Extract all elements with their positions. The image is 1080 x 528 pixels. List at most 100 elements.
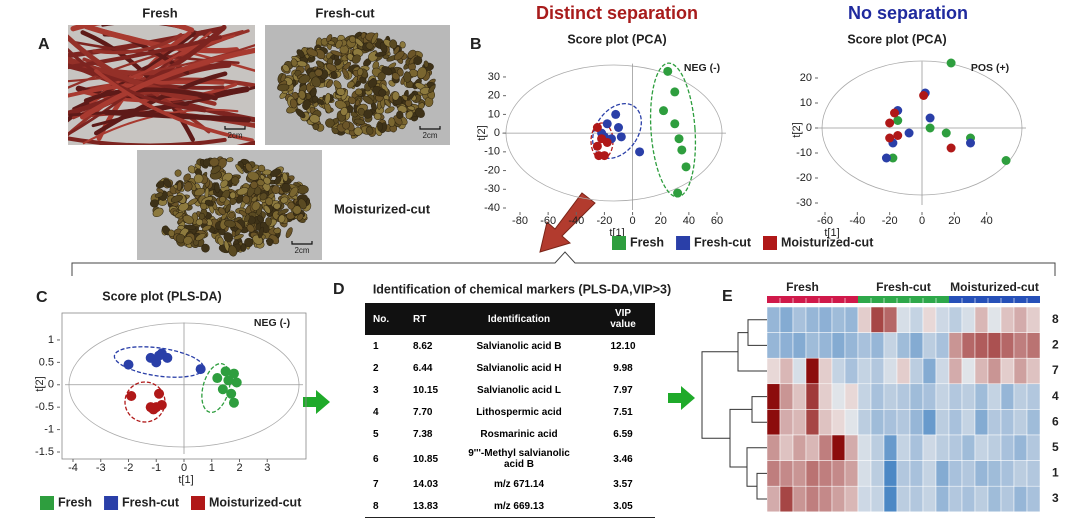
heatmap-cell	[844, 460, 859, 487]
heatmap-cell	[831, 434, 846, 461]
slice	[414, 107, 425, 118]
heatmap-cell	[909, 460, 924, 487]
x-tick-label: -20	[596, 215, 612, 227]
slice	[368, 78, 378, 88]
cell-text: 3.57	[613, 478, 633, 490]
slice	[277, 83, 290, 92]
heatmap-cell	[974, 383, 989, 410]
score-point	[946, 58, 956, 68]
slice	[296, 49, 305, 58]
slice	[235, 164, 244, 174]
slice	[282, 64, 290, 73]
x-tick-label: -2	[124, 462, 134, 474]
table-cell: Lithospermic acid	[455, 407, 583, 418]
cell-text: 13.83	[413, 500, 439, 512]
legend-swatch	[104, 496, 119, 510]
slice	[182, 214, 194, 225]
slice	[326, 34, 333, 43]
photo	[68, 25, 255, 145]
heatmap-cell	[818, 485, 833, 513]
x-tick-label: 20	[655, 215, 667, 227]
root	[68, 35, 223, 70]
heatmap-cell	[792, 409, 807, 436]
heatmap-cell	[844, 383, 859, 410]
score-point	[126, 390, 137, 401]
score-point	[885, 118, 895, 128]
root	[92, 33, 183, 55]
heatmap-cell	[909, 357, 924, 385]
x-tick-label: -60	[817, 215, 833, 227]
heatmap-cell	[844, 434, 859, 461]
group-bar	[858, 296, 949, 303]
slice	[295, 108, 306, 119]
table-row: 7 14.03 m/z 671.14 3.57	[365, 473, 655, 495]
x-tick-label: 2	[236, 462, 242, 474]
table-cell: m/z 671.14	[455, 479, 583, 490]
y-tick-label: 0.5	[39, 356, 54, 368]
score-point	[212, 373, 223, 384]
table-row: 5 7.38 Rosmarinic acid 6.59	[365, 423, 655, 445]
slice	[282, 172, 288, 182]
x-tick-label: -1	[151, 462, 161, 474]
slice	[302, 99, 311, 110]
photo-title: Moisturized-cut	[334, 201, 431, 216]
y-tick-label: -10	[796, 147, 812, 159]
score-point	[893, 116, 903, 125]
score-point	[925, 113, 935, 123]
slice	[234, 221, 244, 231]
heatmap-cell	[883, 485, 898, 513]
slice	[202, 224, 212, 232]
score-point	[592, 123, 602, 133]
table-cell: 13.83	[405, 501, 455, 512]
slice	[346, 105, 354, 113]
slice	[220, 179, 229, 188]
heatmap-cell	[831, 485, 846, 513]
legend-label: Moisturized-cut	[781, 235, 874, 249]
group-label: Fresh-cut	[876, 280, 931, 294]
heatmap-cell	[844, 485, 859, 513]
heatmap-cell	[870, 485, 885, 513]
table-row: 4 7.70 Lithospermic acid 7.51	[365, 401, 655, 423]
photo-title: Fresh	[142, 5, 177, 20]
x-tick-label: -3	[96, 462, 106, 474]
cell-text: Lithospermic acid	[476, 406, 562, 418]
score-point	[611, 109, 621, 119]
heatmap-cell	[1026, 460, 1041, 487]
table-cell: 6.59	[583, 429, 655, 440]
slice	[259, 192, 268, 201]
score-point	[670, 87, 680, 97]
root	[68, 44, 255, 83]
plot-title: Score plot (PCA)	[847, 32, 946, 46]
slice	[214, 182, 220, 194]
cell-text: 7.70	[413, 406, 433, 418]
heatmap-cell	[1013, 409, 1028, 436]
score-point	[673, 188, 683, 198]
heatmap-cell	[987, 485, 1002, 513]
heatmap-cell	[948, 409, 963, 436]
heatmap-cell	[870, 332, 885, 359]
heatmap-cell	[870, 409, 885, 436]
heatmap-cell	[779, 332, 794, 359]
table-cell: 8.62	[405, 341, 455, 352]
table-cell: 9.98	[583, 363, 655, 374]
table-title: Identification of chemical markers (PLS-…	[373, 282, 671, 296]
slice	[265, 217, 272, 226]
heatmap-cell	[948, 485, 963, 513]
slice	[334, 58, 342, 66]
slice	[184, 224, 197, 230]
table-cell: Identification	[455, 314, 583, 325]
heatmap-cell	[1026, 409, 1041, 436]
slice	[152, 207, 164, 218]
slice	[407, 105, 416, 111]
y-tick-label: 10	[800, 97, 812, 109]
slice	[245, 162, 253, 172]
dendrogram	[737, 332, 767, 372]
heatmap-cell	[792, 332, 807, 359]
y-tick-label: 0	[494, 127, 500, 139]
heatmap-cell	[844, 306, 859, 333]
x-tick-label: 40	[683, 215, 695, 227]
heatmap-cell	[909, 306, 924, 333]
slice	[274, 176, 282, 185]
x-tick-label: 40	[981, 215, 993, 227]
heatmap-cell	[831, 409, 846, 436]
